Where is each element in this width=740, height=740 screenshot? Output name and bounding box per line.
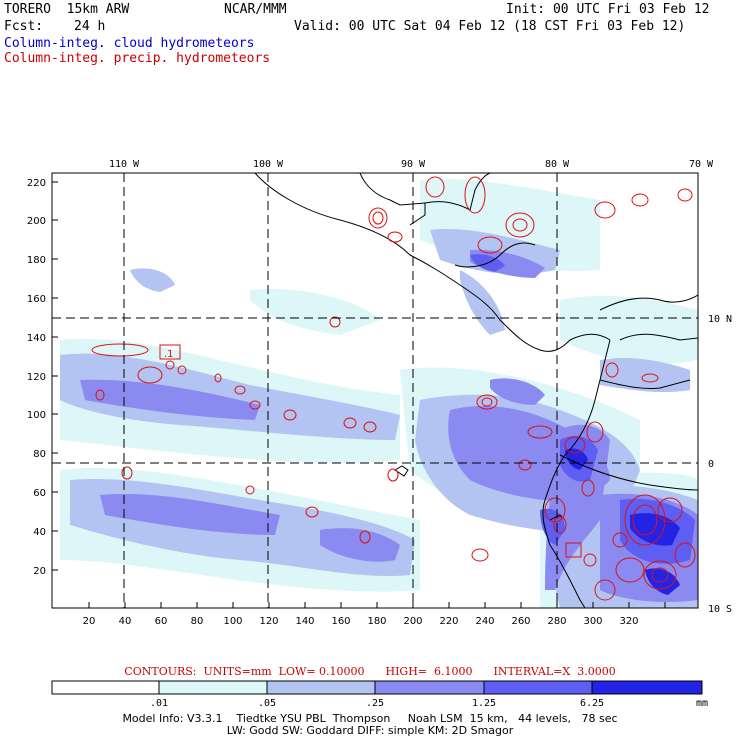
left-tick-label: 20: [33, 566, 46, 577]
init-time: Init: 00 UTC Fri 03 Feb 12: [506, 2, 710, 17]
left-tick-label: 60: [33, 488, 46, 499]
lon-label: 110 W: [109, 159, 140, 170]
left-tick-label: 80: [33, 449, 46, 460]
contour-low-box: [159, 344, 181, 360]
top-lon-labels: 110 W 100 W 90 W 80 W 70 W: [109, 159, 714, 170]
bottom-tick-label: 140: [295, 616, 314, 627]
bottom-tick-label: 320: [619, 616, 638, 627]
coastlines: [254, 173, 698, 608]
left-tick-label: 180: [27, 255, 46, 266]
colorbar: .01 .05 .25 1.25 6.25 mm: [51, 680, 708, 709]
colorbar-label: 6.25: [580, 698, 604, 709]
bottom-tick-label: 160: [331, 616, 350, 627]
contours-info: CONTOURS: UNITS=mm LOW= 0.10000 HIGH= 6.…: [124, 665, 616, 678]
plot-border: [51, 172, 699, 609]
left-tick-labels: 220 200 180 160 140 120 100 80 60 40 20: [27, 178, 46, 577]
lon-label: 70 W: [689, 159, 714, 170]
lat-label: 10 S: [708, 604, 732, 615]
colorbar-bin: [592, 681, 702, 694]
org-label: NCAR/MMM: [224, 2, 287, 17]
bottom-tick-label: 240: [475, 616, 494, 627]
bottom-tick-label: 120: [259, 616, 278, 627]
left-tick-label: 100: [27, 410, 46, 421]
colorbar-label: 1.25: [472, 698, 496, 709]
colorbar-label: .05: [258, 698, 276, 709]
right-lat-labels: 10 N 0 10 S: [708, 314, 732, 615]
left-tick-label: 40: [33, 527, 46, 538]
bottom-tick-label: 20: [83, 616, 96, 627]
model-info-line1: Model Info: V3.3.1 Tiedtke YSU PBL Thomp…: [122, 712, 618, 725]
forecast-hour: 24 h: [74, 19, 106, 34]
left-tick-label: 160: [27, 294, 46, 305]
colorbar-frame: [51, 680, 703, 695]
axis-ticks: [52, 181, 666, 608]
bottom-tick-label: 220: [439, 616, 458, 627]
left-tick-label: 220: [27, 178, 46, 189]
field-precip-label: Column-integ. precip. hydrometeors: [4, 51, 271, 66]
lat-label: 10 N: [708, 314, 732, 325]
bottom-tick-label: 280: [547, 616, 566, 627]
colorbar-bin: [159, 681, 267, 694]
bottom-tick-label: 200: [403, 616, 422, 627]
lon-label: 80 W: [545, 159, 570, 170]
colorbar-label: .01: [150, 698, 168, 709]
contour-box-label: .1: [164, 349, 174, 360]
bottom-tick-label: 300: [583, 616, 602, 627]
field-cloud-label: Column-integ. cloud hydrometeors: [4, 36, 255, 51]
model-title: TORERO 15km ARW: [4, 2, 130, 17]
valid-time: Valid: 00 UTC Sat 04 Feb 12 (18 CST Fri …: [294, 19, 686, 34]
forecast-label: Fcst:: [4, 19, 44, 34]
bottom-tick-labels: 20 40 60 80 100 120 140 160 180 200 220 …: [83, 616, 639, 627]
colorbar-label: .25: [366, 698, 384, 709]
colorbar-unit: mm: [696, 698, 708, 709]
bottom-tick-label: 80: [191, 616, 204, 627]
lon-label: 90 W: [401, 159, 426, 170]
colorbar-bin: [267, 681, 375, 694]
bottom-tick-label: 100: [223, 616, 242, 627]
bottom-tick-label: 180: [367, 616, 386, 627]
lat-lon-grid: [52, 173, 698, 608]
lon-label: 100 W: [253, 159, 284, 170]
left-tick-label: 120: [27, 372, 46, 383]
lat-label: 0: [708, 459, 714, 470]
contour-box-2: [565, 542, 582, 558]
bottom-tick-label: 40: [119, 616, 132, 627]
bottom-tick-label: 60: [155, 616, 168, 627]
model-info-line2: LW: Godd SW: Goddard DIFF: simple KM: 2D…: [226, 724, 514, 737]
colorbar-bin: [52, 681, 159, 694]
left-tick-label: 200: [27, 216, 46, 227]
colorbar-bin: [484, 681, 592, 694]
colorbar-bin: [375, 681, 484, 694]
precip-contours: [91, 176, 696, 601]
bottom-tick-label: 260: [511, 616, 530, 627]
left-tick-label: 140: [27, 333, 46, 344]
